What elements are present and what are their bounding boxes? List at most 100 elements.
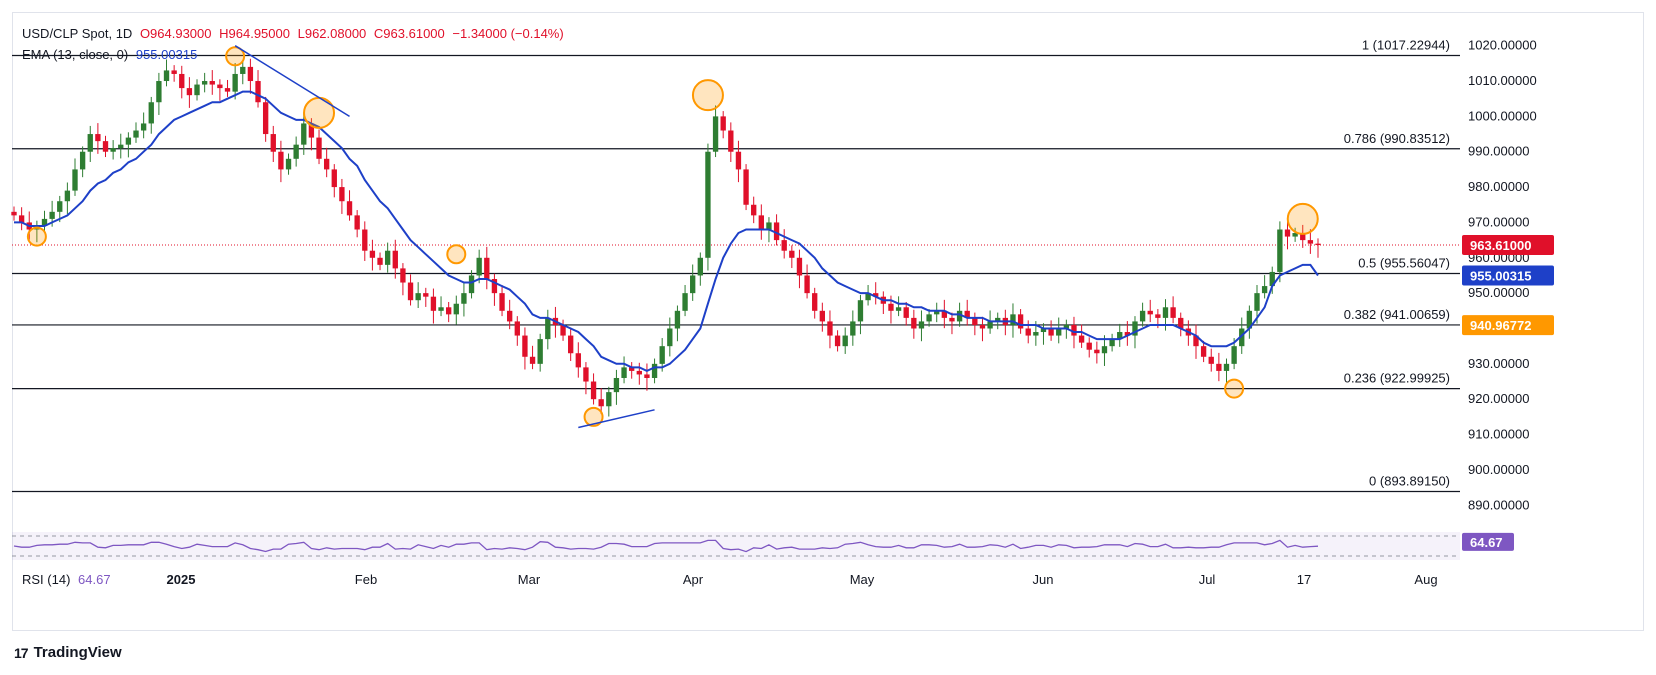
x-tick-label: 17 [1297,572,1311,587]
candle-body [461,293,467,304]
candle-body [636,370,642,375]
candle-body [842,335,848,347]
candle-body [621,367,627,378]
candle-body [1284,229,1291,237]
y-tick-label: 980.00000 [1468,179,1529,194]
price-tag-label: 963.61000 [1470,238,1531,253]
candle-body [1254,293,1260,311]
candle-body [888,303,894,311]
candle-body [781,240,787,251]
candle-body [369,250,376,258]
fib-level-label: 0.236 (922.99925) [1344,371,1450,386]
candle-body [415,293,421,301]
fib-level-label: 0.5 (955.56047) [1358,255,1450,270]
candle-body [1124,332,1131,336]
close-value: C963.61000 [373,26,445,41]
open-value: O964.93000 [139,26,212,41]
candle-body [140,123,147,131]
candle-body [1216,363,1222,371]
fib-level-label: 0 (893.89150) [1369,473,1450,488]
candle-body [1094,349,1100,354]
candle-body [545,317,551,340]
candle-body [873,293,879,297]
y-tick-label: 1020.00000 [1468,38,1537,53]
candle-body [163,70,170,82]
candle-body [110,148,116,152]
candle-body [1033,332,1039,336]
candle-body [1056,328,1062,336]
rsi-legend: RSI (14) 64.67 [22,572,111,587]
candle-body [1139,310,1146,322]
candle-body [438,307,444,311]
x-tick-label: Apr [683,572,704,587]
candle-body [926,314,932,322]
candle-body [796,257,803,276]
candle-body [339,187,345,202]
candle-body [568,335,574,354]
candle-body [171,70,177,74]
candle-body [18,215,25,223]
footer-brand[interactable]: 17 TradingView [14,644,122,661]
candle-body [773,222,780,241]
candle-body [1017,314,1024,329]
candle-body [583,367,589,382]
candle-body [1117,332,1123,340]
candle-body [560,324,566,336]
rsi-band [12,532,1460,560]
change-value: −1.34000 (−0.14%) [452,26,564,41]
candle-body [537,339,543,364]
candle-body [522,335,528,357]
candle-body [1071,324,1077,336]
candle-body [911,317,917,329]
y-tick-label: 990.00000 [1468,144,1529,159]
candle-body [453,303,459,315]
candle-body [476,257,482,276]
swing-marker [225,46,246,67]
candle-body [217,84,223,89]
candle-body [1178,317,1184,329]
price-tag [1462,235,1554,256]
candle-body [262,102,269,135]
swing-marker [303,96,336,129]
candle-body [674,310,681,329]
candle-body [400,268,406,283]
candle-body [148,102,154,124]
candle-body [491,279,498,294]
candle-body [857,300,864,322]
candle-body [87,134,93,152]
y-tick-label: 970.00000 [1468,214,1529,229]
candle-body [606,392,612,407]
fib-level-label: 0.382 (941.00659) [1344,307,1450,322]
candle-body [484,257,490,279]
candle-body [751,204,757,216]
candle-body [11,211,17,216]
candle-body [1239,328,1245,347]
candle-body [407,282,414,301]
price-tag-label: 955.00315 [1470,268,1531,283]
candle-body [651,363,658,378]
candle-body [918,321,925,329]
price-tag [1462,265,1554,286]
ema-label: EMA (13, close, 0) [22,47,129,62]
x-tick-label: Aug [1414,572,1437,587]
low-value: L962.08000 [297,26,367,41]
candle-body [949,317,955,322]
candle-body [377,257,383,265]
y-tick-label: 920.00000 [1468,391,1529,406]
swing-marker [583,406,604,427]
candle-body [1162,307,1169,318]
candle-body [362,229,368,251]
candle-body [1040,328,1047,333]
candle-body [1246,310,1253,329]
candle-body [712,116,719,152]
rsi-label: RSI (14) [22,572,71,587]
swing-marker [26,226,47,247]
candle-body [827,321,833,336]
y-tick-label: 910.00000 [1468,427,1529,442]
trend-line [578,409,655,429]
candle-body [240,66,246,74]
candle-body [1315,243,1321,246]
x-tick-label: May [850,572,875,587]
candle-body [1109,339,1115,347]
